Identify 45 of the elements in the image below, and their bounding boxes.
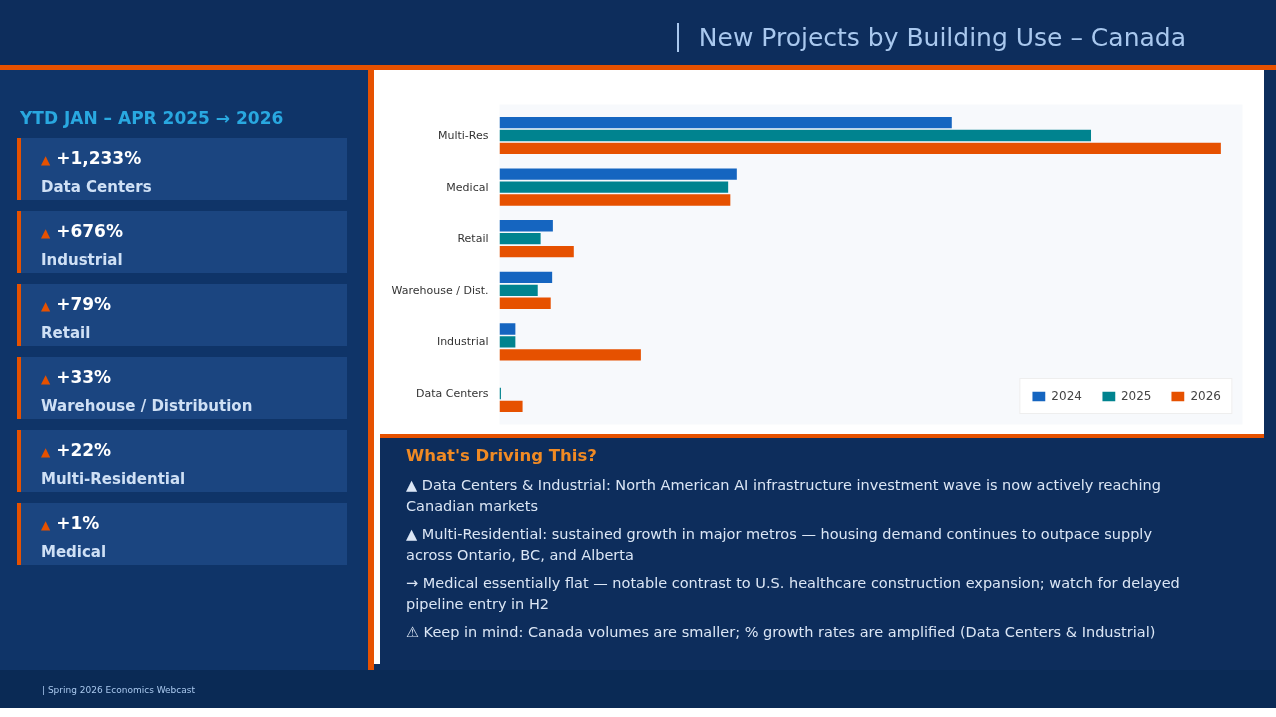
text: Retail <box>41 322 92 344</box>
legend-label: 2025 <box>1120 389 1152 403</box>
text: ▲ +1,233% <box>41 147 143 171</box>
y-tick-label: Data Centers <box>415 387 489 401</box>
bar <box>499 116 952 129</box>
text: ▲ +33% <box>41 366 113 390</box>
bar <box>499 194 731 206</box>
text: Multi-Residential <box>41 468 187 490</box>
bar <box>499 284 538 296</box>
text: ⚠ Keep in mind: Canada volumes are smaller; % growth rates are amplified (Data Centers & Industrial) <box>406 623 1157 642</box>
text: ▲ Data Centers & Industrial: North American AI infrastructure investment wave is now actively reaching Canadian markets <box>406 475 1162 516</box>
text: ▲ Multi-Residential: sustained growth in major metros — housing demand continues to outpace supply across Ontario, BC, and Alberta <box>406 524 1153 565</box>
text: ▲ +676% <box>41 220 124 244</box>
text: Industrial <box>41 249 124 271</box>
y-tick-label: Multi-Res <box>438 128 489 142</box>
text: YTD JAN – APR 2025 → 2026 <box>19 107 285 130</box>
text: → Medical essentially flat — notable contrast to U.S. healthcare construction expansion; watch for delayed pipeline entry in H2 <box>406 574 1181 614</box>
y-tick-label: Warehouse / Dist. <box>391 283 489 297</box>
bar <box>499 129 1092 142</box>
y-tick-label: Industrial <box>436 335 489 349</box>
bar <box>499 181 729 193</box>
text: | Spring 2026 Economics Webcast <box>41 684 195 697</box>
bar <box>499 336 516 348</box>
bar <box>499 142 1221 155</box>
chart-title: New Projects by Building Use – Canada <box>676 23 1186 52</box>
legend-label: 2024 <box>1051 389 1082 403</box>
bar <box>499 400 523 413</box>
legend-label: 2026 <box>1190 389 1221 403</box>
bar <box>499 245 574 258</box>
text: Medical <box>41 541 108 563</box>
text: Data Centers <box>41 176 153 198</box>
text: What's Driving This? <box>406 445 598 467</box>
bar <box>499 271 553 284</box>
bar <box>499 297 551 309</box>
text: ▲ +1% <box>41 512 101 536</box>
y-tick-label: Medical <box>446 180 489 194</box>
bar <box>499 168 737 180</box>
bar <box>499 349 641 361</box>
bar <box>499 220 553 232</box>
bar <box>499 233 541 245</box>
bar <box>499 323 516 335</box>
text: Warehouse / Distribution <box>41 395 254 417</box>
text: ▲ +22% <box>41 439 113 463</box>
y-tick-label: Retail <box>457 232 489 246</box>
text: ▲ +79% <box>41 293 113 317</box>
